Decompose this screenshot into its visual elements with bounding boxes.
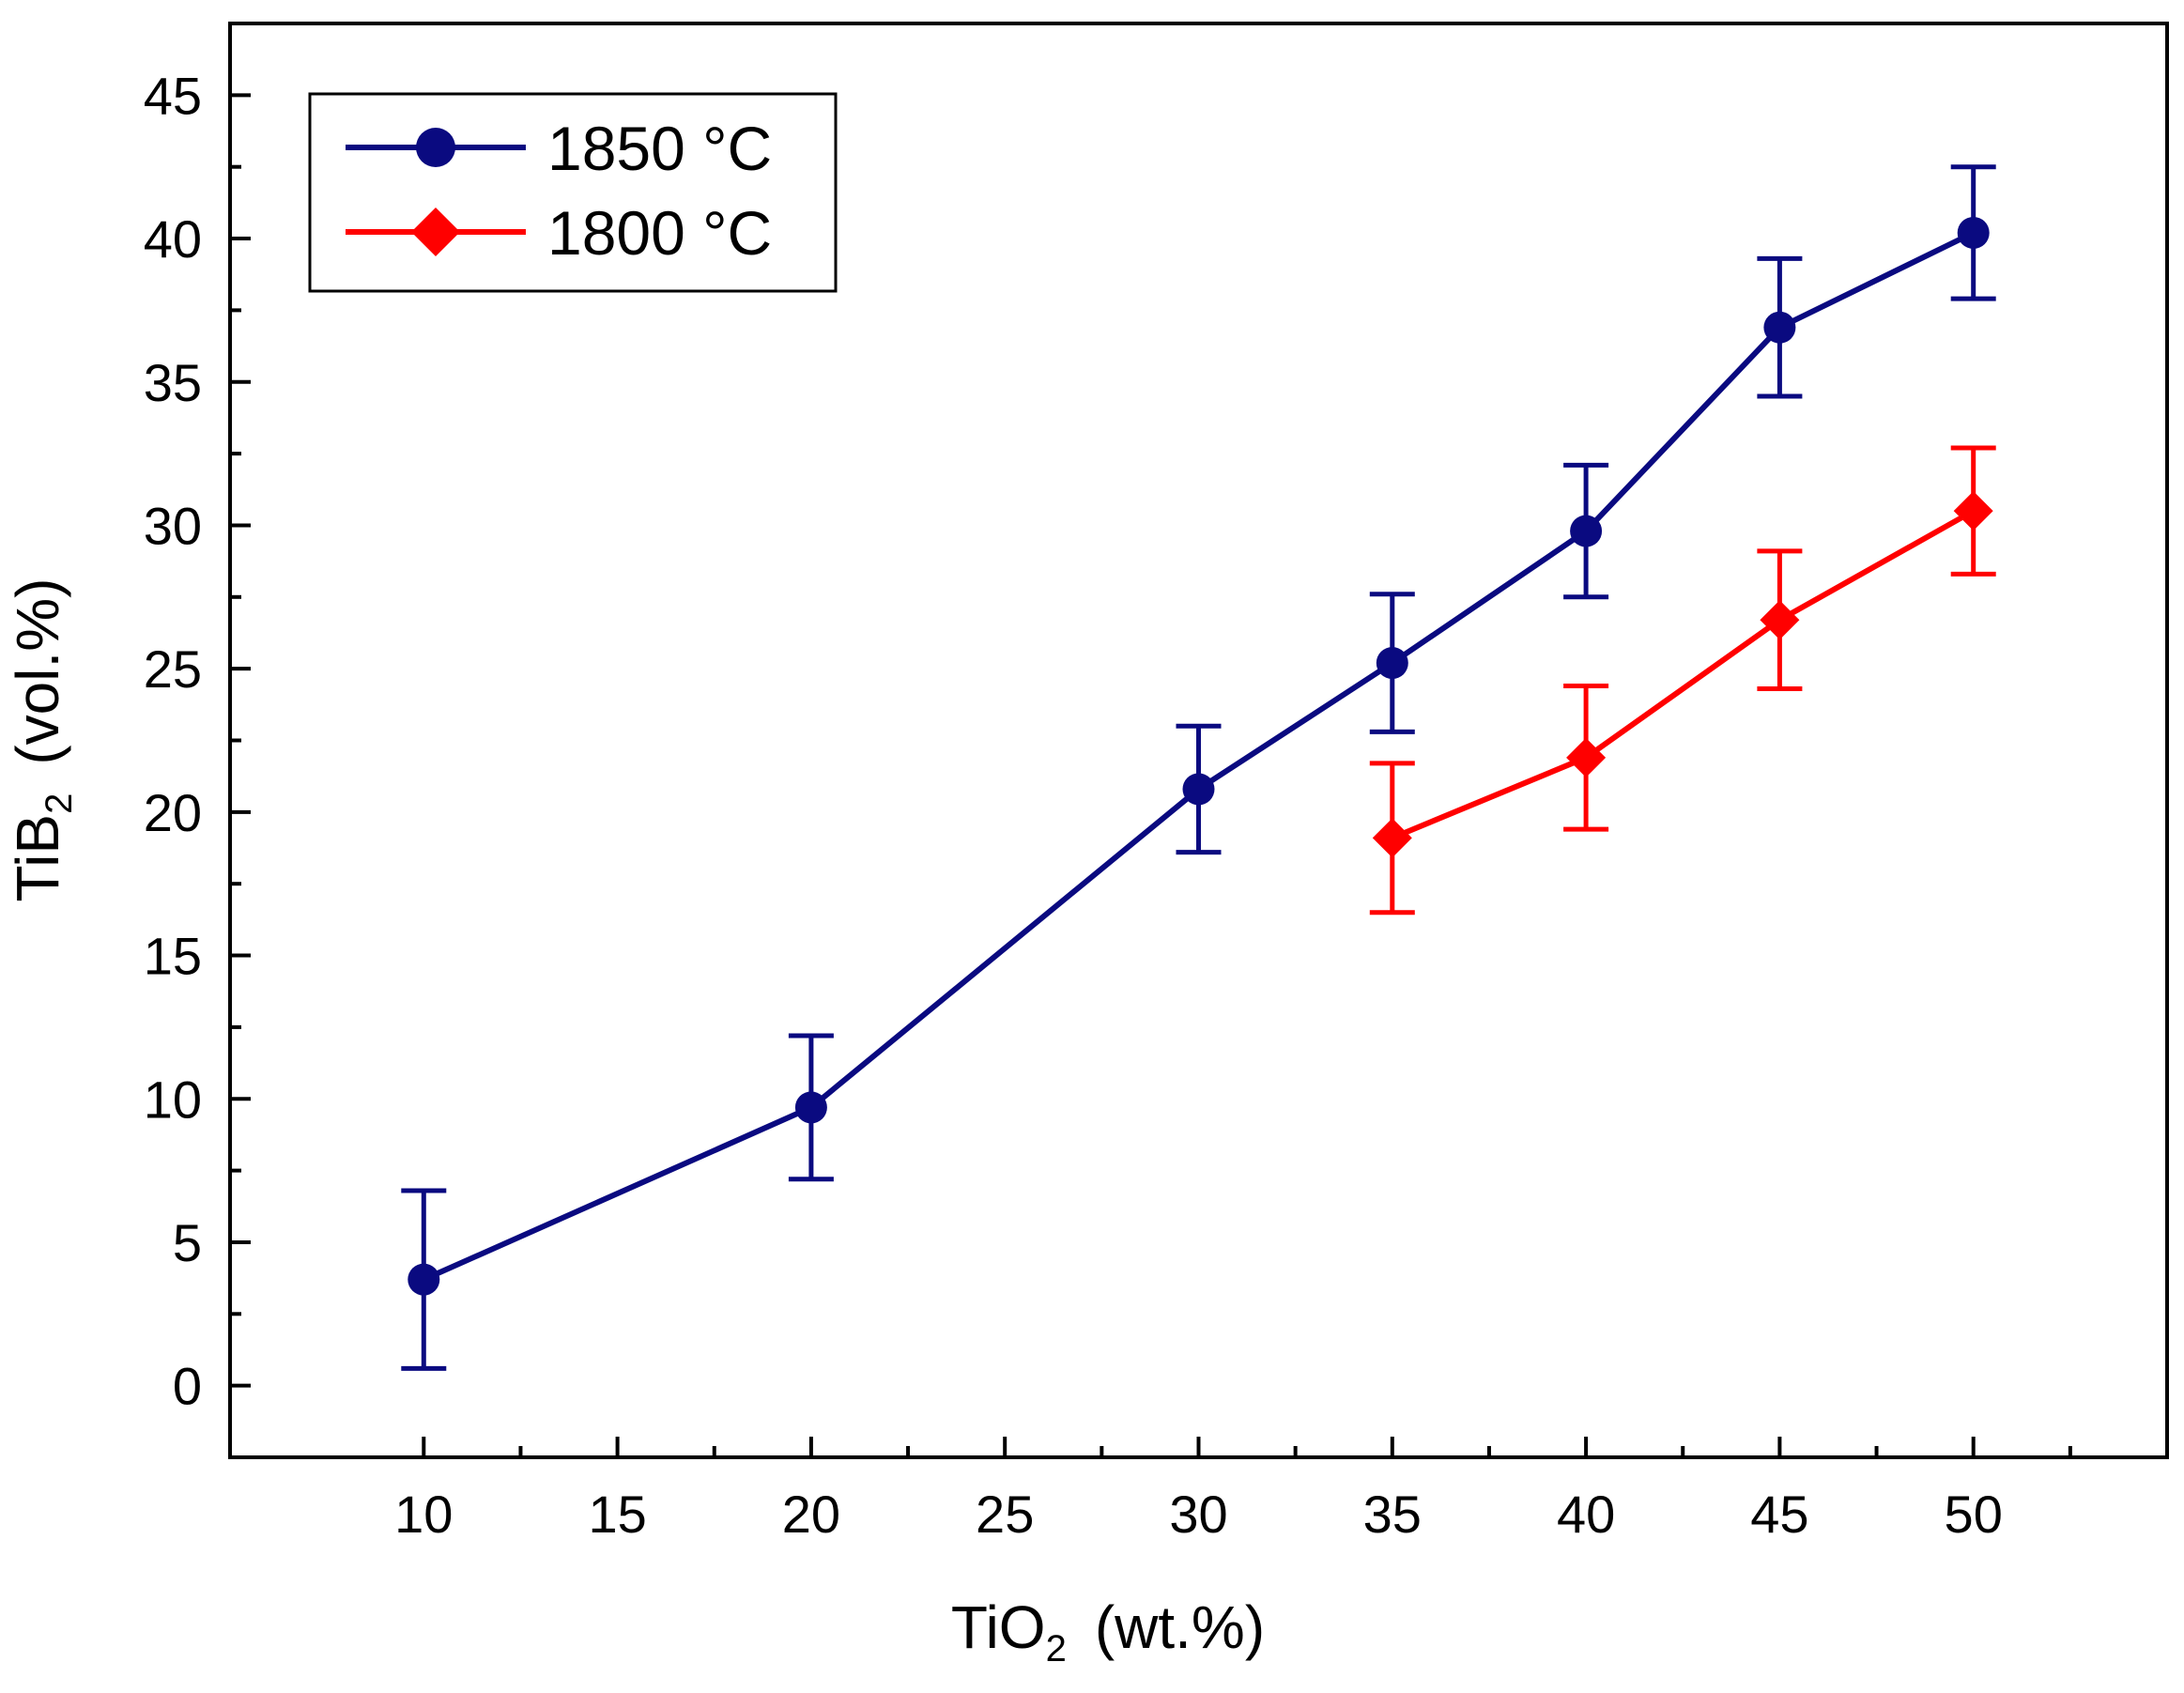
data-point — [1953, 491, 1993, 531]
x-axis-title-main: TiO — [951, 1593, 1046, 1661]
data-point — [1957, 216, 1990, 249]
x-tick-label-45: 45 — [1750, 1485, 1808, 1544]
series-0 — [401, 164, 1996, 1371]
legend: 1850 °C 1800 °C — [308, 92, 838, 293]
data-point — [1760, 600, 1800, 640]
x-tick-label-15: 15 — [588, 1485, 646, 1544]
series-1 — [1369, 445, 1996, 916]
x-tick-label-25: 25 — [976, 1485, 1034, 1544]
y-tick-label-15: 15 — [144, 927, 202, 986]
y-axis-title-unit: (vol.%) — [4, 578, 71, 765]
x-axis-title-unit: (wt.%) — [1095, 1593, 1265, 1661]
y-tick-label-5: 5 — [173, 1213, 202, 1272]
x-tick-label-35: 35 — [1363, 1485, 1422, 1544]
y-tick-label-20: 20 — [144, 783, 202, 842]
axis-ticks: 10 15 20 25 30 35 40 45 50 0 5 10 15 20 25 30 35 40 45 — [144, 66, 2072, 1544]
data-point — [1182, 773, 1215, 806]
legend-label-1850: 1850 °C — [547, 114, 772, 183]
x-tick-label-30: 30 — [1169, 1485, 1227, 1544]
legend-marker-1800 — [411, 208, 460, 256]
y-axis-title-main: TiB — [4, 814, 71, 902]
x-tick-label-20: 20 — [782, 1485, 840, 1544]
legend-marker-1850 — [416, 128, 455, 167]
y-tick-label-30: 30 — [144, 496, 202, 555]
data-point — [794, 1091, 827, 1124]
y-axis-title-sub: 2 — [38, 793, 80, 814]
series-layer — [401, 164, 1996, 1371]
y-axis-title: TiB2 (vol.%) — [4, 578, 80, 902]
legend-label-1800: 1800 °C — [547, 198, 772, 268]
y-tick-label-40: 40 — [144, 209, 202, 269]
data-point — [1763, 311, 1796, 344]
data-point — [1372, 818, 1412, 858]
x-tick-label-40: 40 — [1557, 1485, 1615, 1544]
y-tick-label-0: 0 — [173, 1357, 202, 1416]
x-axis-title: TiO2 (wt.%) — [951, 1593, 1265, 1670]
series-line-1 — [1391, 508, 1976, 841]
y-tick-label-35: 35 — [144, 353, 202, 412]
y-tick-label-10: 10 — [144, 1070, 202, 1129]
y-tick-label-45: 45 — [144, 66, 202, 125]
data-point — [1570, 515, 1603, 547]
x-tick-label-10: 10 — [394, 1485, 453, 1544]
y-tick-label-25: 25 — [144, 639, 202, 699]
data-point — [1376, 647, 1408, 680]
data-point — [1566, 737, 1607, 777]
x-axis-title-sub: 2 — [1046, 1628, 1067, 1670]
legend-box — [308, 92, 838, 293]
x-tick-label-50: 50 — [1945, 1485, 2003, 1544]
data-point — [408, 1263, 440, 1296]
